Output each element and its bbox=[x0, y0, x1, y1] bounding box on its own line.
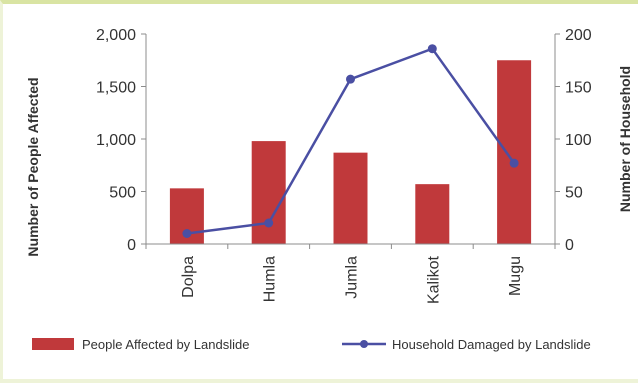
legend-swatch-people bbox=[32, 338, 74, 350]
bar-jumla bbox=[333, 152, 368, 244]
left-tick-label: 1,500 bbox=[96, 80, 136, 97]
x-tick-label: Dolpa bbox=[180, 256, 197, 298]
right-tick-label: 50 bbox=[565, 185, 583, 202]
left-tick-label: 1,000 bbox=[96, 132, 136, 149]
y2-axis-title: Number of Household bbox=[617, 66, 633, 212]
household-point-humla bbox=[264, 218, 274, 228]
left-tick-label: 0 bbox=[127, 237, 136, 254]
x-tick-label: Humla bbox=[262, 256, 279, 302]
bar-humla bbox=[251, 141, 286, 244]
left-tick-label: 2,000 bbox=[96, 27, 136, 44]
household-point-jumla bbox=[346, 74, 355, 84]
left-tick-label: 500 bbox=[109, 185, 136, 202]
right-tick-label: 150 bbox=[565, 80, 592, 97]
x-tick-label: Jumla bbox=[344, 256, 361, 299]
legend-label-household: Household Damaged by Landslide bbox=[392, 337, 591, 352]
bar-kalikot bbox=[415, 184, 450, 244]
x-tick-label: Mugu bbox=[507, 256, 524, 296]
y-axis-title: Number of People Affected bbox=[25, 77, 41, 256]
household-point-kalikot bbox=[427, 44, 437, 54]
x-tick-label: Kalikot bbox=[425, 255, 442, 304]
household-point-mugu bbox=[509, 158, 519, 168]
right-tick-label: 100 bbox=[565, 132, 592, 149]
right-tick-label: 0 bbox=[565, 237, 574, 254]
bar-mugu bbox=[497, 60, 532, 244]
legend-swatch-household-marker bbox=[360, 340, 368, 348]
right-tick-label: 200 bbox=[565, 27, 592, 44]
household-point-dolpa bbox=[182, 229, 192, 238]
legend-label-people: People Affected by Landslide bbox=[82, 337, 249, 352]
